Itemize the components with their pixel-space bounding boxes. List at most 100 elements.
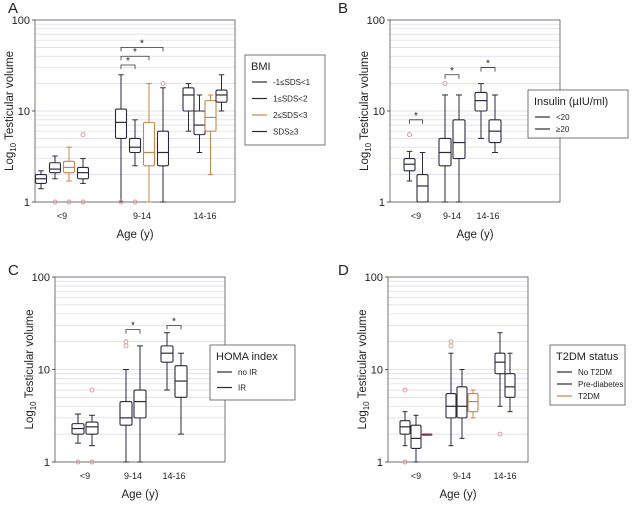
- box-body: [160, 345, 174, 363]
- significance-bracket: *: [444, 66, 460, 79]
- box-body: [156, 130, 170, 167]
- box-body: [456, 386, 468, 419]
- box-9-14-0: [119, 339, 133, 463]
- box-body: [128, 137, 142, 154]
- legend-title: Insulin (µIU/ml): [534, 96, 608, 108]
- panel-letter: A: [8, 0, 18, 17]
- significance-bracket: *: [120, 47, 150, 61]
- significance-star: *: [131, 321, 135, 332]
- y-tick-label: 1: [379, 197, 385, 209]
- bracket-line: [480, 67, 496, 72]
- x-axis-label: Age (y): [116, 229, 153, 241]
- legend-box: [527, 89, 629, 139]
- box-<9-1: [416, 151, 429, 203]
- legend-entry: -1≤SDS<1: [273, 78, 311, 87]
- legend-title: HOMA index: [216, 351, 278, 363]
- box-body: [204, 100, 217, 132]
- box-14-16-0: [160, 332, 174, 391]
- y-axis-label: Log10 Testicular volume: [4, 51, 18, 171]
- x-axis-label: Age (y): [456, 229, 493, 241]
- box-body: [48, 162, 62, 174]
- x-tick-label: 14-16: [193, 211, 216, 221]
- legend: T2DM status No T2DM Pre-diabetes T2DM: [549, 344, 626, 406]
- outlier-point: [118, 199, 124, 205]
- x-tick-label: <9: [80, 471, 90, 481]
- legend-entry: Pre-diabetes: [578, 380, 623, 389]
- legend-entry: SDS≥3: [273, 128, 299, 137]
- legend-entry: 1≤SDS<2: [273, 95, 308, 104]
- x-tick-label: 9-14: [443, 211, 461, 221]
- outlier-point: [402, 387, 408, 393]
- panel-letter: C: [8, 262, 19, 279]
- box-14-16-0: [494, 332, 506, 437]
- outlier-point: [66, 199, 72, 205]
- outlier-point: [123, 343, 129, 349]
- bracket-line: [120, 46, 164, 52]
- box-9-14-1: [456, 369, 468, 439]
- outlier-point: [89, 387, 95, 393]
- bracket-line: [444, 74, 460, 79]
- x-tick-label: 9-14: [124, 471, 142, 481]
- box-body: [119, 401, 133, 426]
- legend-box: [549, 344, 626, 406]
- box-9-14-1: [128, 119, 142, 205]
- y-tick-label: 100: [367, 15, 385, 27]
- panel-letter: D: [338, 262, 349, 279]
- significance-bracket: *: [166, 316, 182, 330]
- box-body: [504, 373, 516, 398]
- outlier-point: [89, 459, 95, 465]
- bracket-line: [409, 119, 423, 124]
- panels: A 1 10 100 Log10 Testicular volume Age (y) <9 9…: [4, 0, 629, 501]
- significance-star: *: [414, 111, 418, 122]
- box-<9-3: [76, 132, 90, 205]
- legend-entry: IR: [238, 384, 246, 393]
- box-body: [193, 110, 206, 136]
- significance-star: *: [126, 56, 130, 67]
- legend: BMI-1≤SDS<1 1≤SDS<2 2≤SDS<3 SDS≥3: [244, 54, 326, 146]
- legend: Insulin (µIU/ml) <20 ≥20: [527, 89, 629, 139]
- x-axis-label: Age (y): [121, 489, 158, 501]
- box-<9-2: [421, 433, 433, 436]
- x-tick-label: <9: [411, 211, 421, 221]
- panel-letter: B: [338, 0, 348, 17]
- x-tick-label: 14-16: [162, 471, 185, 481]
- significance-bracket: *: [120, 38, 164, 52]
- box-body: [410, 424, 422, 450]
- y-tick-label: 100: [12, 15, 30, 27]
- box-<9-2: [62, 146, 76, 205]
- legend-title: T2DM status: [556, 351, 619, 363]
- outlier-point: [80, 132, 86, 138]
- y-axis-label: Log10 Testicular volume: [359, 51, 373, 171]
- box-9-14-2: [467, 389, 479, 419]
- y-tick-label: 10: [371, 365, 383, 377]
- significance-bracket: *: [125, 321, 141, 334]
- outlier-point: [402, 459, 408, 465]
- box-9-14-0: [445, 339, 457, 447]
- box-<9-0: [34, 170, 48, 190]
- chart-panel-c: C 1 10 100 Log10 Testicular volume Age (y) <9 9…: [8, 262, 296, 501]
- y-tick-label: 1: [377, 457, 383, 469]
- box-<9-1: [48, 155, 62, 205]
- bracket-line: [166, 324, 182, 330]
- outlier-point: [442, 81, 448, 87]
- box-body: [416, 174, 429, 203]
- box-body: [114, 108, 128, 139]
- x-tick-label: 9-14: [453, 471, 471, 481]
- box-body: [494, 352, 506, 375]
- box-9-14-3: [156, 81, 170, 203]
- legend: HOMA index no IR IR: [209, 344, 296, 401]
- legend-entry: T2DM: [578, 392, 600, 401]
- significance-bracket: *: [120, 56, 136, 70]
- outlier-point: [80, 199, 86, 205]
- y-tick-label: 100: [32, 272, 50, 284]
- y-axis-label: Log10 Testicular volume: [24, 310, 38, 430]
- significance-bracket: *: [409, 111, 423, 124]
- box-14-16-0: [182, 83, 195, 132]
- legend-box: [209, 344, 296, 401]
- box-body: [85, 421, 99, 435]
- outlier-point: [132, 199, 138, 205]
- box-14-16-0: [474, 83, 488, 139]
- x-tick-label: 9-14: [133, 211, 151, 221]
- box-body: [467, 392, 479, 413]
